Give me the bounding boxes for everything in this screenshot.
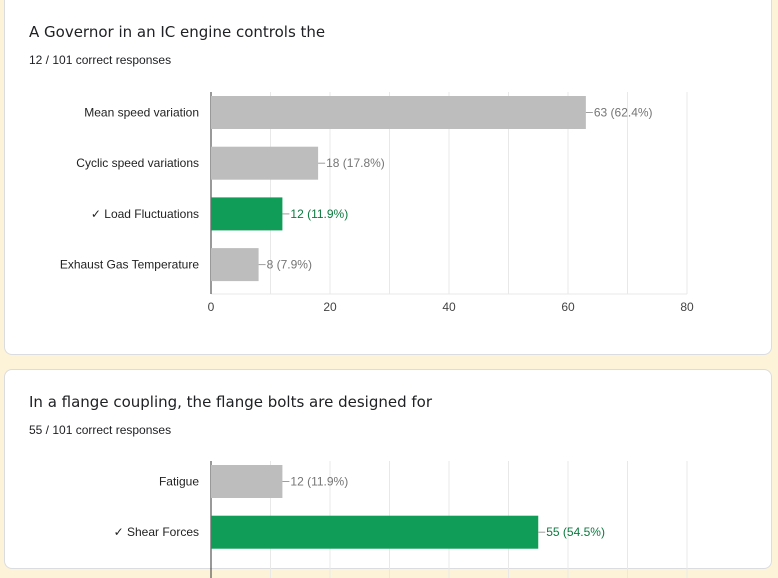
bar — [211, 146, 319, 180]
category-label: Exhaust Gas Temperature — [60, 258, 200, 272]
category-label: Fatigue — [159, 475, 199, 489]
question-card-2: In a flange coupling, the flange bolts a… — [4, 369, 772, 578]
correct-responses-count: 55 / 101 correct responses — [29, 423, 172, 437]
correct-responses-count: 12 / 101 correct responses — [29, 53, 172, 67]
data-label: 8 (7.9%) — [267, 258, 312, 272]
bar — [211, 248, 259, 282]
data-label: 12 (11.9%) — [290, 475, 348, 489]
x-tick-label: 20 — [323, 300, 337, 314]
x-tick-label: 0 — [208, 300, 215, 314]
data-label: 12 (11.9%) — [290, 207, 348, 221]
x-tick-label: 40 — [442, 300, 456, 314]
x-tick-label: 80 — [680, 300, 694, 314]
question-title: In a flange coupling, the flange bolts a… — [29, 393, 432, 411]
data-label: 18 (17.8%) — [326, 156, 385, 170]
bar — [211, 465, 283, 498]
data-label: 55 (54.5%) — [546, 525, 605, 539]
category-label: Mean speed variation — [84, 106, 199, 120]
data-label: 63 (62.4%) — [594, 106, 653, 120]
question-title: A Governor in an IC engine controls the — [29, 23, 326, 41]
bar — [211, 197, 283, 231]
bar — [211, 515, 539, 549]
category-label: Cyclic speed variations — [76, 156, 199, 170]
bar-chart: Mean speed variation 63 (62.4%) Cyclic spe… — [60, 92, 694, 314]
category-label: ✓ Load Fluctuations — [91, 207, 199, 221]
x-tick-label: 60 — [561, 300, 575, 314]
question-card-1: A Governor in an IC engine controls the … — [4, 0, 772, 355]
category-label: ✓ Shear Forces — [114, 525, 199, 539]
bar — [211, 96, 586, 129]
bar-chart: Fatigue 12 (11.9%) ✓ Shear Forces 55 (54.5%… — [114, 461, 688, 578]
